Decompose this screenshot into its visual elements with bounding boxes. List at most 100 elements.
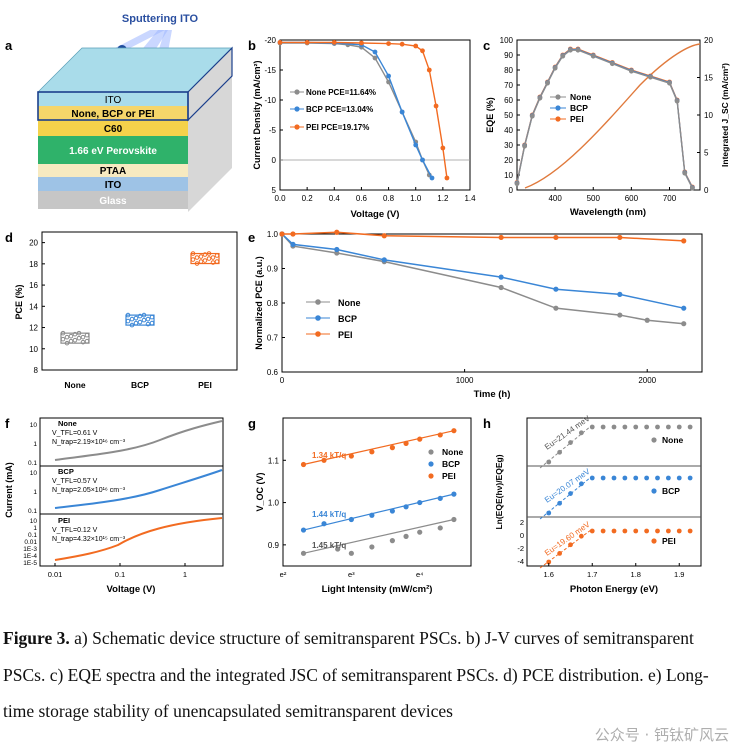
chart-b-xlabel: Voltage (V) [351,209,400,220]
legend-c-none: None [570,92,592,102]
d-point [194,261,200,266]
caption-text: a) Schematic device structure of semitra… [3,628,709,721]
e-ytick-label: 0.8 [267,299,279,308]
d-point [190,257,196,262]
b-point [331,40,337,45]
b-ytick-label: -10 [264,96,276,105]
e-point [553,305,559,311]
d-point [149,320,155,326]
c-ytick-label: 50 [504,111,513,120]
layer-ito-top: ITO [105,95,122,106]
e-point [644,317,650,323]
h-point [676,475,682,481]
e-point [681,238,687,244]
device-schematic: Sputtering ITO ITO None, BCP or PEI C60 … [37,13,233,212]
b-point [420,157,425,163]
c-line-pei [516,48,693,188]
f-ytick-label: 0.1 [28,532,37,539]
d-point [198,254,204,259]
c-ytick-label: 10 [504,171,513,180]
g-xtick-label: e³ [348,570,355,579]
chart-f-xlabel: Voltage (V) [107,584,156,595]
f-pei-ntrap: N_trap=4.32×10¹⁵ cm⁻³ [52,536,126,543]
chart-d-ylabel: PCE (%) [14,284,24,319]
e-point [498,234,504,241]
h-point [655,528,660,534]
chart-g-ylabel: V_OC (V) [255,472,265,511]
c-point [522,143,528,149]
g-point [437,432,443,438]
d-point [214,259,220,264]
chart-e-xlabel: Time (h) [474,389,511,400]
b-point [386,73,391,79]
d-point [125,318,131,324]
d-point [210,255,216,260]
g-point [335,546,341,552]
h-point [622,475,628,481]
h-point [644,424,650,430]
d-point [133,315,139,321]
d-point [149,314,155,320]
g-point [300,550,307,556]
chart-d-ticks: 8 10 12 14 16 18 20 None BCP PEI [29,239,212,390]
h-point [611,424,617,430]
h-point [546,510,552,516]
h-point [622,528,628,534]
g-slope-none: 1.45 kT/q [312,541,346,550]
sputter-label: Sputtering ITO [122,13,199,25]
d-point [206,251,212,256]
b-xtick-label: 1.0 [410,194,422,203]
panel-label-e: e [248,230,255,245]
d-ytick-label: 20 [29,239,38,248]
chart-b-series [277,40,450,181]
f-bcp-name: BCP [58,467,74,476]
chart-c-series [514,46,695,191]
g-ytick-label: 1.1 [268,456,280,465]
g-slope-bcp: 1.44 kT/q [312,510,346,519]
c2-ytick-label: 0 [704,186,709,195]
e-xtick-label: 1000 [456,376,474,385]
d-point [194,255,200,260]
chart-g-xlabel: Light Intensity (mW/cm²) [322,584,433,595]
c-ytick-label: 60 [504,96,513,105]
f-ytick-label: 1 [33,489,37,496]
e-ytick-label: 0.6 [267,368,279,377]
g-point [348,516,354,523]
h-fit-none [539,424,593,469]
e-point [334,229,340,235]
e-xtick-label: 0 [280,376,285,385]
chart-h-series [539,424,693,569]
e-point [381,257,387,263]
h-point [600,528,606,534]
h-point [644,475,650,481]
f-bcp-ntrap: N_trap=2.05×10¹⁶ cm⁻³ [52,487,126,494]
e-point [498,284,504,291]
c-ytick-label: 20 [504,156,513,165]
h-xtick-label: 1.7 [587,570,597,579]
c-ytick-label: 70 [504,81,513,90]
d-point [76,330,82,336]
h-point [687,475,693,481]
c-ytick-label: 90 [504,51,513,60]
b-point [426,67,432,73]
d-point [60,330,66,336]
e-ytick-label: 1.0 [267,230,279,239]
c-xtick-label: 400 [548,194,562,203]
legend-c-pei: PEI [570,114,584,124]
b-point [372,55,378,61]
chart-g-legend: None BCP PEI [428,447,464,481]
f-none-name: None [58,419,77,428]
b-point [440,145,446,151]
g-point [451,428,457,434]
d-ytick-label: 16 [29,281,38,290]
e-ytick-label: 0.9 [267,265,279,274]
h-point [687,424,693,430]
e-point [381,233,387,239]
f-ytick-label: 0.1 [28,508,37,515]
h-point [600,475,606,481]
c-point [628,68,634,74]
c-ytick-label: 100 [500,36,514,45]
h-ytick-label: -4 [517,557,524,566]
f-ytick-label: 1 [33,441,37,448]
c-point [537,95,543,101]
